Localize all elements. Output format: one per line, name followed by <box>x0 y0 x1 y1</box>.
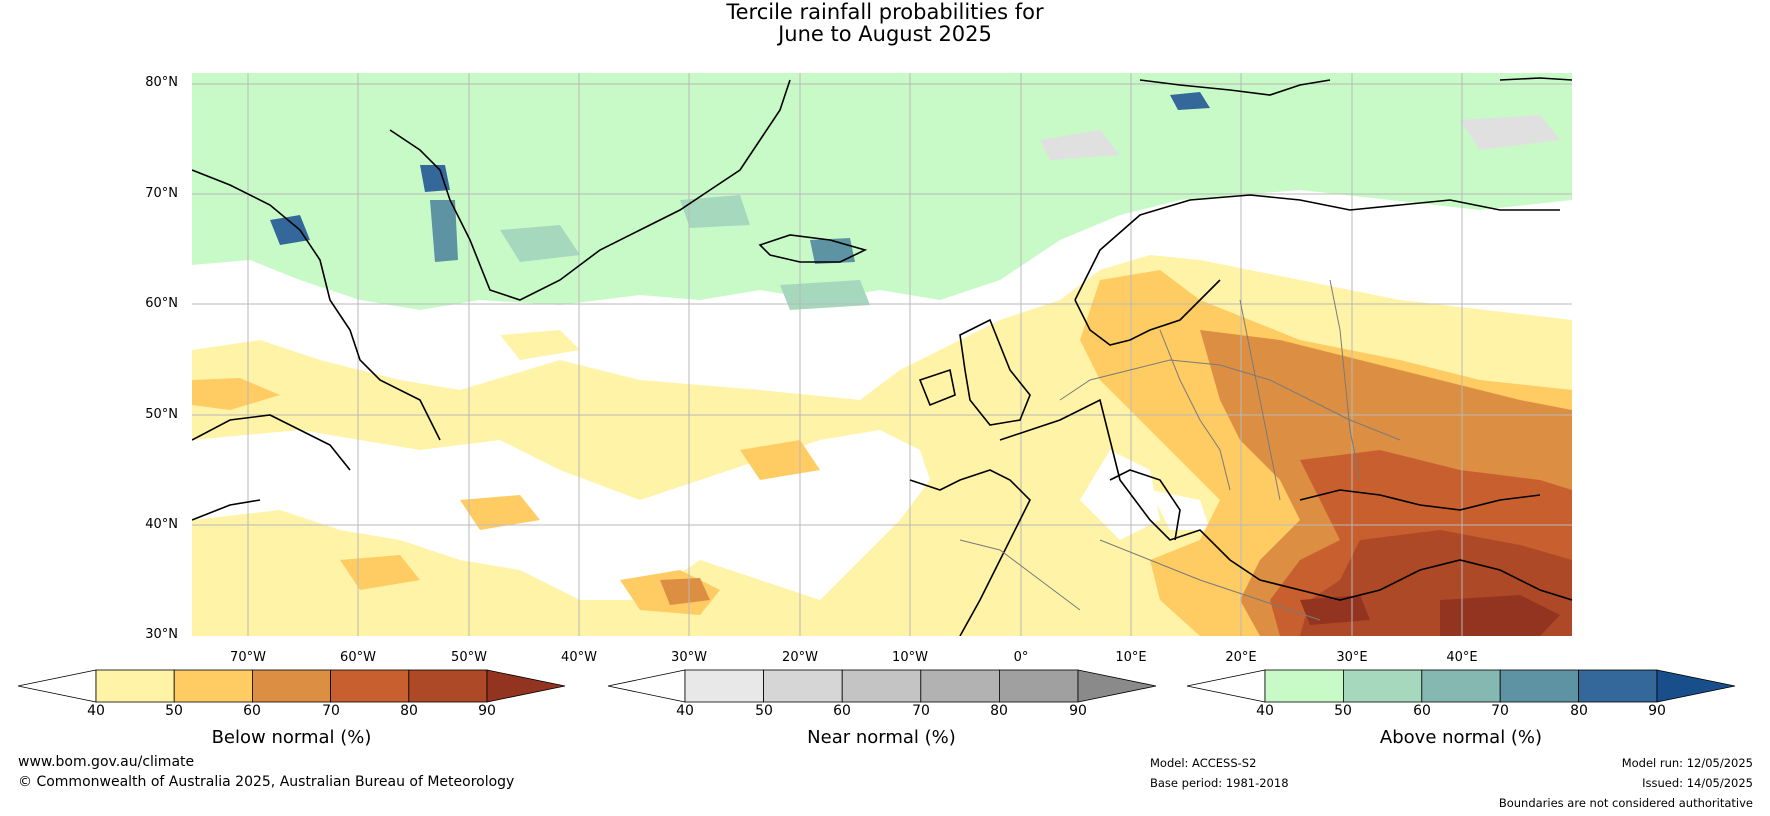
above-colorbar-min-extend <box>1186 669 1266 703</box>
near-colorbar-segment <box>999 669 1079 703</box>
cb2-tick-90: 90 <box>1069 703 1087 719</box>
cb1-tick-40: 40 <box>87 703 105 719</box>
near-normal-title: Near normal (%) <box>807 727 956 748</box>
cb3-tick-70: 70 <box>1491 703 1509 719</box>
cb2-tick-70: 70 <box>912 703 930 719</box>
above-colorbar-max-extend <box>1656 669 1736 703</box>
cb1-tick-70: 70 <box>322 703 340 719</box>
map-field <box>192 73 1572 636</box>
copyright: © Commonwealth of Australia 2025, Austra… <box>18 774 515 790</box>
lon-label-40w: 40°W <box>561 650 597 665</box>
lon-label-20e: 20°E <box>1225 650 1257 665</box>
lon-label-40e: 40°E <box>1446 650 1478 665</box>
near-colorbar-segment <box>920 669 1000 703</box>
map-title-line-2: June to August 2025 <box>778 22 992 46</box>
lon-label-30e: 30°E <box>1336 650 1368 665</box>
below-colorbar-max-extend <box>486 669 566 703</box>
website-link[interactable]: www.bom.gov.au/climate <box>18 754 195 770</box>
below-colorbar-segment <box>95 669 175 703</box>
graticule <box>192 73 1572 636</box>
cb2-tick-50: 50 <box>755 703 773 719</box>
lat-label-50n: 50°N <box>145 407 178 422</box>
model-name: Model: ACCESS-S2 <box>1150 756 1257 770</box>
coastlines <box>192 77 1572 636</box>
lat-label-60n: 60°N <box>145 296 178 311</box>
cb3-tick-40: 40 <box>1256 703 1274 719</box>
lon-label-30w: 30°W <box>671 650 707 665</box>
lon-label-70w: 70°W <box>230 650 266 665</box>
below-normal-title: Below normal (%) <box>211 727 372 748</box>
disclaimer: Boundaries are not considered authoritat… <box>1498 796 1753 810</box>
lon-label-50w: 50°W <box>451 650 487 665</box>
lon-label-10e: 10°E <box>1115 650 1147 665</box>
near-colorbar-segment <box>763 669 843 703</box>
lat-label-30n: 30°N <box>145 627 178 642</box>
lat-label-70n: 70°N <box>145 186 178 201</box>
lon-label-10w: 10°W <box>892 650 928 665</box>
cb1-tick-50: 50 <box>165 703 183 719</box>
below-colorbar-segment <box>408 669 488 703</box>
lat-label-40n: 40°N <box>145 517 178 532</box>
above-colorbar-segment <box>1421 669 1501 703</box>
above-colorbar-segment <box>1499 669 1579 703</box>
cb1-tick-90: 90 <box>478 703 496 719</box>
near-colorbar-segment <box>684 669 764 703</box>
map-title-line-1: Tercile rainfall probabilities for <box>726 0 1044 24</box>
below-colorbar-segment <box>330 669 410 703</box>
cb1-tick-60: 60 <box>243 703 261 719</box>
base-period: Base period: 1981-2018 <box>1150 776 1289 790</box>
cb3-tick-80: 80 <box>1570 703 1588 719</box>
near-colorbar-min-extend <box>607 669 686 703</box>
country-borders <box>959 279 1401 621</box>
below-colorbar-min-extend <box>17 669 97 703</box>
lon-label-20w: 20°W <box>782 650 818 665</box>
below-colorbar-segment <box>251 669 331 703</box>
above-colorbar-segment <box>1343 669 1423 703</box>
model-run-date: Model run: 12/05/2025 <box>1621 756 1753 770</box>
cb3-tick-60: 60 <box>1413 703 1431 719</box>
below-colorbar-segment <box>173 669 253 703</box>
near-colorbar-segment <box>841 669 922 703</box>
cb3-tick-90: 90 <box>1648 703 1666 719</box>
above-normal-title: Above normal (%) <box>1379 727 1543 748</box>
cb3-tick-50: 50 <box>1334 703 1352 719</box>
above-colorbar-segment <box>1578 669 1658 703</box>
lat-label-80n: 80°N <box>145 75 178 90</box>
lon-label-0: 0° <box>1013 650 1029 665</box>
cb1-tick-80: 80 <box>400 703 418 719</box>
cb2-tick-80: 80 <box>990 703 1008 719</box>
near-colorbar-max-extend <box>1077 669 1157 703</box>
above-colorbar-segment <box>1264 669 1344 703</box>
cb2-tick-40: 40 <box>676 703 694 719</box>
lon-label-60w: 60°W <box>340 650 376 665</box>
cb2-tick-60: 60 <box>833 703 851 719</box>
issued-date: Issued: 14/05/2025 <box>1642 776 1753 790</box>
